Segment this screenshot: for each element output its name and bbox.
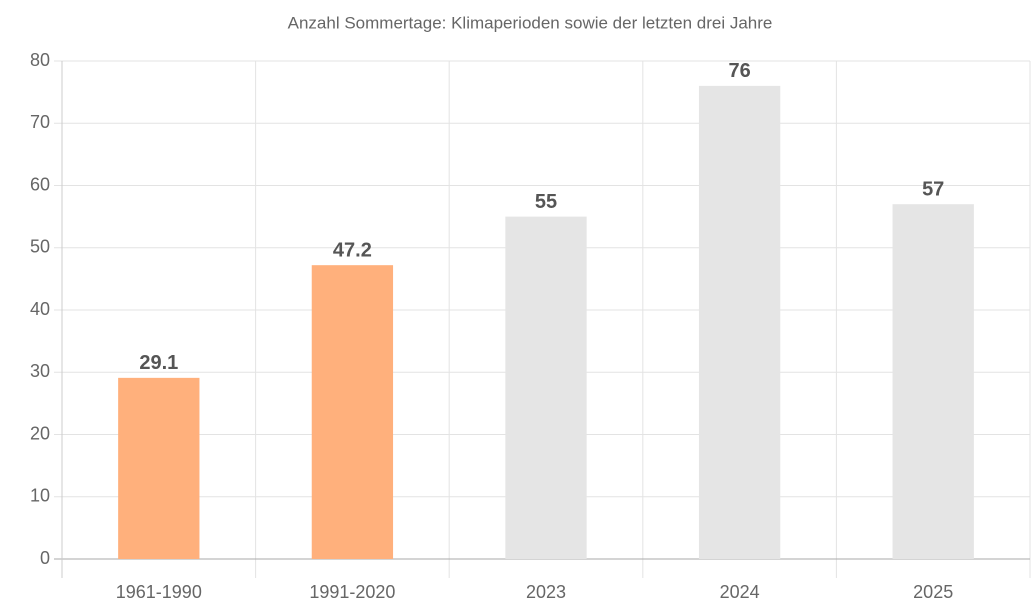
y-tick-label: 0 bbox=[40, 548, 50, 568]
x-tick-label: 2024 bbox=[720, 582, 760, 602]
y-tick-label: 40 bbox=[30, 299, 50, 319]
bar bbox=[698, 85, 781, 560]
x-tick-label: 1961-1990 bbox=[116, 582, 202, 602]
value-label: 57 bbox=[922, 178, 944, 200]
value-label: 55 bbox=[535, 191, 557, 213]
y-tick-label: 50 bbox=[30, 237, 50, 257]
y-tick-label: 60 bbox=[30, 174, 50, 194]
y-tick-label: 70 bbox=[30, 112, 50, 132]
y-tick-label: 20 bbox=[30, 423, 50, 443]
bar bbox=[118, 377, 200, 559]
chart-title: Anzahl Sommertage: Klimaperioden sowie d… bbox=[288, 13, 773, 32]
x-tick-label: 1991-2020 bbox=[309, 582, 395, 602]
value-label: 76 bbox=[728, 60, 750, 82]
bar bbox=[505, 216, 587, 559]
y-tick-label: 30 bbox=[30, 361, 50, 381]
x-tick-label: 2025 bbox=[913, 582, 953, 602]
y-tick-label: 80 bbox=[30, 50, 50, 70]
bar bbox=[892, 204, 974, 560]
value-label: 29.1 bbox=[139, 352, 178, 374]
bar bbox=[311, 265, 394, 559]
y-tick-label: 10 bbox=[30, 486, 50, 506]
x-tick-label: 2023 bbox=[526, 582, 566, 602]
value-label: 47.2 bbox=[333, 239, 372, 261]
